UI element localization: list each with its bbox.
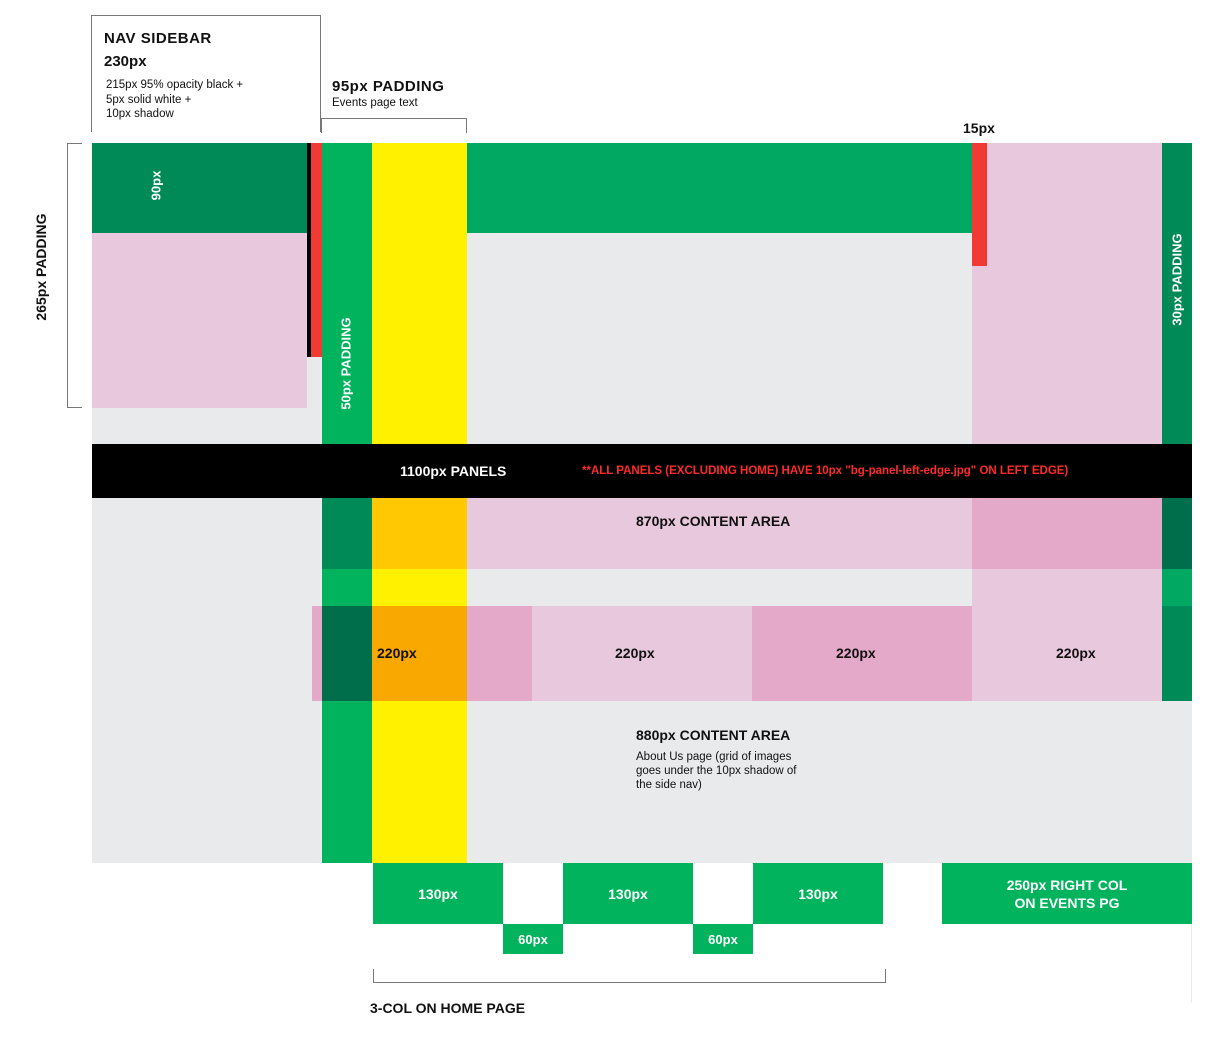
- nav-sidebar-desc-line1: 215px 95% opacity black +: [106, 79, 244, 91]
- col-row-right-green: [1162, 606, 1192, 701]
- gutter-1: 60px: [503, 924, 563, 954]
- bottom-col-1-label: 130px: [418, 885, 458, 902]
- nav-sidebar-desc-line2: 5px solid white +: [106, 94, 192, 106]
- padding-265-bracket: [67, 143, 82, 408]
- nav-sidebar-annotation-box: [91, 15, 321, 132]
- nav-sidebar-width: 230px: [104, 53, 147, 70]
- col-1-orange: [372, 606, 467, 701]
- bottom-col-3-label: 130px: [798, 885, 838, 902]
- padding-30-column-top: [1162, 143, 1192, 444]
- col-1-pink-rest: [467, 606, 532, 701]
- padding-30-column-mid: [1162, 569, 1192, 606]
- col-4-label: 220px: [1056, 645, 1096, 661]
- col-3-label: 220px: [836, 645, 876, 661]
- panels-bar: [92, 444, 1192, 498]
- nav-pink-block: [92, 233, 307, 408]
- col-1-label: 220px: [377, 645, 417, 661]
- padding-95-bracket: [321, 118, 467, 133]
- content-870-label: 870px CONTENT AREA: [636, 513, 791, 529]
- content-870-right-pink: [972, 498, 1162, 569]
- padding-265-label: 265px PADDING: [33, 213, 49, 321]
- gutter-1-label: 60px: [518, 931, 548, 947]
- right-col-250-line2: ON EVENTS PG: [1014, 894, 1120, 911]
- col-row-dark-green: [322, 606, 372, 701]
- top-green-band: [467, 143, 972, 233]
- col-3: [752, 606, 972, 701]
- panels-bar-note: **ALL PANELS (EXCLUDING HOME) HAVE 10px …: [582, 465, 1069, 477]
- nav-sidebar-title: NAV SIDEBAR: [104, 30, 212, 47]
- content-880-line1: About Us page (grid of images: [636, 751, 792, 763]
- content-880-line2: goes under the 10px shadow of: [636, 765, 797, 777]
- right-pink-column: [972, 143, 1162, 444]
- padding-30-label: 30px PADDING: [1169, 233, 1185, 326]
- col-row-left-pink-edge: [312, 606, 322, 701]
- content-880-title: 880px CONTENT AREA: [636, 727, 791, 743]
- content-870-right-green: [1162, 498, 1192, 569]
- content-880-line3: the side nav): [636, 779, 702, 791]
- gutter-2-label: 60px: [708, 931, 738, 947]
- right-pink-lower: [972, 569, 1162, 606]
- content-870-area: [467, 498, 972, 569]
- label-90px: 90px: [148, 170, 164, 201]
- panels-bar-label: 1100px PANELS: [400, 463, 507, 479]
- nav-sidebar-desc-line3: 10px shadow: [106, 108, 174, 120]
- red-15px-marker-top: [972, 143, 987, 266]
- right-col-250-line1: 250px RIGHT COL: [1006, 876, 1128, 893]
- nav-top-90px-block: [92, 143, 307, 233]
- bottom-col-2-label: 130px: [608, 885, 648, 902]
- padding-50-label: 50px PADDING: [338, 317, 354, 410]
- nav-red-shadow: [311, 143, 322, 357]
- padding-95-title: 95px PADDING: [332, 78, 445, 95]
- right-col-250: 250px RIGHT COL ON EVENTS PG: [942, 863, 1192, 924]
- gutter-2: 60px: [693, 924, 753, 954]
- col-4: [972, 606, 1162, 701]
- three-col-bracket: [373, 969, 886, 983]
- col-2-label: 220px: [615, 645, 655, 661]
- label-15px: 15px: [963, 120, 995, 136]
- col-2: [532, 606, 752, 701]
- bottom-col-3: 130px: [753, 863, 883, 924]
- bottom-col-2: 130px: [563, 863, 693, 924]
- content-870-left-green: [322, 498, 372, 569]
- content-870-amber: [372, 498, 467, 569]
- padding-95-subtitle: Events page text: [332, 97, 418, 109]
- three-col-label: 3-COL ON HOME PAGE: [370, 1000, 526, 1016]
- bottom-col-1: 130px: [373, 863, 503, 924]
- right-edge-line: [1191, 863, 1192, 1003]
- nav-black-border: [307, 143, 311, 357]
